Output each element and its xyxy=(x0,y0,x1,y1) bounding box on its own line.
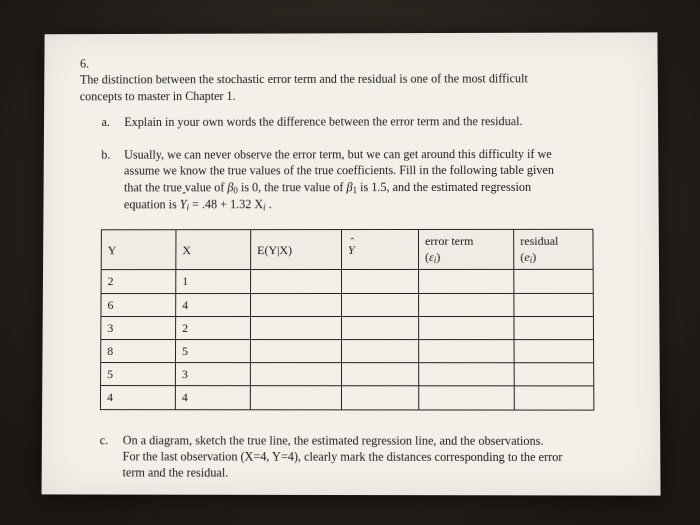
cell-y: 8 xyxy=(101,339,176,362)
c-line-1: On a diagram, sketch the true line, the … xyxy=(123,432,544,447)
photo-background: 6. The distinction between the stochasti… xyxy=(0,0,700,525)
part-c-text: On a diagram, sketch the true line, the … xyxy=(123,431,624,482)
th-eyx: E(Y|X) xyxy=(251,229,342,269)
data-table: Y X E(Y|X) Y error term (εi) residual (e… xyxy=(100,228,594,409)
th-y: Y xyxy=(101,229,176,269)
cell-y: 4 xyxy=(100,385,175,408)
err-label: error term xyxy=(425,234,473,248)
cell-y: 6 xyxy=(101,293,176,316)
part-a: a. Explain in your own words the differe… xyxy=(80,113,622,131)
part-a-text: Explain in your own words the difference… xyxy=(124,113,621,130)
table-header-row: Y X E(Y|X) Y error term (εi) residual (e… xyxy=(101,229,593,270)
table-row: 64 xyxy=(101,293,593,316)
cell-x: 3 xyxy=(175,362,250,385)
err-close: ) xyxy=(436,250,440,264)
cell-res xyxy=(514,386,594,409)
th-yhat: Y xyxy=(342,229,419,269)
cell-err xyxy=(419,339,514,362)
cell-yhat xyxy=(341,269,418,292)
part-c-letter: c. xyxy=(100,431,120,448)
b-line-1: Usually, we can never observe the error … xyxy=(124,146,552,161)
cell-err xyxy=(419,269,514,292)
cell-res xyxy=(514,269,593,292)
cell-eyx xyxy=(250,316,341,339)
cell-x: 1 xyxy=(176,269,251,292)
b-equation-line: equation is Yi = .48 + 1.32 Xi . xyxy=(124,197,272,211)
cell-res xyxy=(514,339,594,362)
cell-yhat xyxy=(341,316,418,339)
res-label: residual xyxy=(520,233,558,247)
c-line-2: For the last observation (X=4, Y=4), cle… xyxy=(123,449,563,464)
eq-yhat: Y xyxy=(180,196,187,212)
b3-mid: is 0, the true value of xyxy=(238,180,347,194)
cell-yhat xyxy=(341,362,418,385)
cell-eyx xyxy=(250,339,341,362)
table-row: 32 xyxy=(101,316,594,339)
cell-res xyxy=(514,362,594,385)
table-row: 44 xyxy=(100,385,593,409)
yhat-symbol: Y xyxy=(348,241,355,257)
th-residual: residual (ei) xyxy=(514,229,593,269)
cell-eyx xyxy=(251,293,342,316)
th-error: error term (εi) xyxy=(418,229,513,269)
part-b-text: Usually, we can never observe the error … xyxy=(124,145,622,213)
cell-res xyxy=(514,316,594,339)
eq-rest: = .48 + 1.32 X xyxy=(189,197,263,211)
b3-pre: that the true value of xyxy=(124,180,227,194)
part-b: b. Usually, we can never observe the err… xyxy=(79,145,622,213)
eq-pre: equation is xyxy=(124,197,180,211)
cell-eyx xyxy=(250,362,341,385)
question-heading: 6. The distinction between the stochasti… xyxy=(80,54,622,104)
cell-err xyxy=(419,362,515,385)
part-b-letter: b. xyxy=(101,146,121,162)
intro-line-2: concepts to master in Chapter 1. xyxy=(80,88,236,102)
part-c: c. On a diagram, sketch the true line, t… xyxy=(78,431,625,482)
eq-end: . xyxy=(266,197,272,211)
question-intro: The distinction between the stochastic e… xyxy=(80,70,598,104)
cell-x: 4 xyxy=(176,293,251,316)
table-row: 53 xyxy=(101,362,594,386)
part-a-letter: a. xyxy=(101,114,121,130)
cell-y: 5 xyxy=(101,362,176,385)
cell-yhat xyxy=(341,339,418,362)
cell-x: 2 xyxy=(176,316,251,339)
cell-err xyxy=(419,386,515,409)
th-x: X xyxy=(176,229,251,269)
c-line-3: term and the residual. xyxy=(123,465,229,479)
intro-line-1: The distinction between the stochastic e… xyxy=(80,71,528,86)
cell-err xyxy=(419,293,514,316)
cell-err xyxy=(419,316,514,339)
cell-yhat xyxy=(341,293,418,316)
cell-eyx xyxy=(250,386,341,409)
cell-eyx xyxy=(251,269,342,292)
cell-y: 3 xyxy=(101,316,176,339)
question-number: 6. xyxy=(80,55,102,71)
cell-x: 5 xyxy=(175,339,250,362)
b3-post: is 1.5, and the estimated regression xyxy=(357,179,531,193)
cell-x: 4 xyxy=(175,385,250,408)
table-row: 21 xyxy=(101,269,593,292)
cell-res xyxy=(514,293,594,316)
res-close: ) xyxy=(532,250,536,264)
b-line-2: assume we know the true values of the tr… xyxy=(124,163,554,178)
cell-y: 2 xyxy=(101,270,176,293)
table-row: 85 xyxy=(101,339,594,362)
cell-yhat xyxy=(341,386,418,409)
worksheet-page: 6. The distinction between the stochasti… xyxy=(42,32,661,495)
